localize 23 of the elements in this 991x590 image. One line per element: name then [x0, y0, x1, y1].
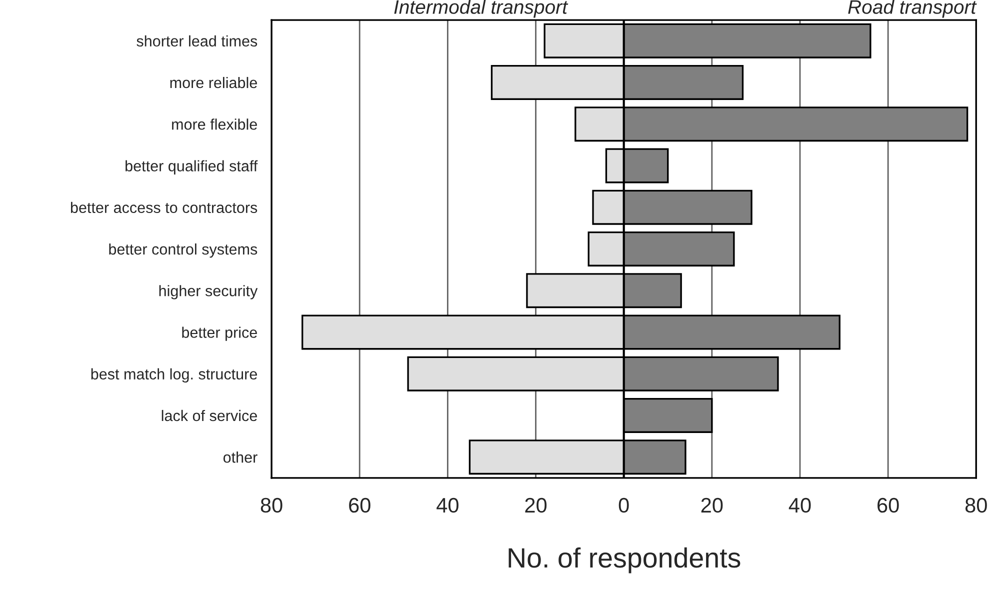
x-tick-label: 60 — [349, 498, 370, 513]
y-tick-label: better control systems — [109, 243, 258, 258]
y-tick-label: more flexible — [172, 118, 257, 130]
x-tick-label: 80 — [965, 498, 987, 513]
y-tick-label: better qualified staff — [126, 160, 258, 174]
series-label: Intermodal transport — [394, 0, 568, 18]
y-tick-label: lack of service — [162, 410, 257, 422]
y-tick-label: higher security — [159, 285, 258, 300]
y-tick-label: other — [223, 452, 258, 463]
x-tick-label: 20 — [701, 498, 723, 513]
x-tick-label: 0 — [618, 498, 629, 513]
y-tick-label: better price — [182, 326, 257, 341]
y-tick-label: more reliable — [170, 76, 257, 88]
x-tick-label: 80 — [260, 498, 282, 513]
x-tick-label: 40 — [436, 498, 458, 513]
x-tick-label: 20 — [525, 498, 547, 513]
x-axis-title: No. of respondents — [508, 547, 740, 574]
x-tick-label: 60 — [878, 498, 899, 513]
y-tick-label: better access to contractors — [70, 202, 258, 214]
y-tick-label: shorter lead times — [136, 35, 258, 47]
series-label: Road transport — [848, 0, 977, 18]
x-tick-label: 40 — [788, 498, 811, 513]
y-tick-label: best match log. structure — [91, 368, 257, 383]
